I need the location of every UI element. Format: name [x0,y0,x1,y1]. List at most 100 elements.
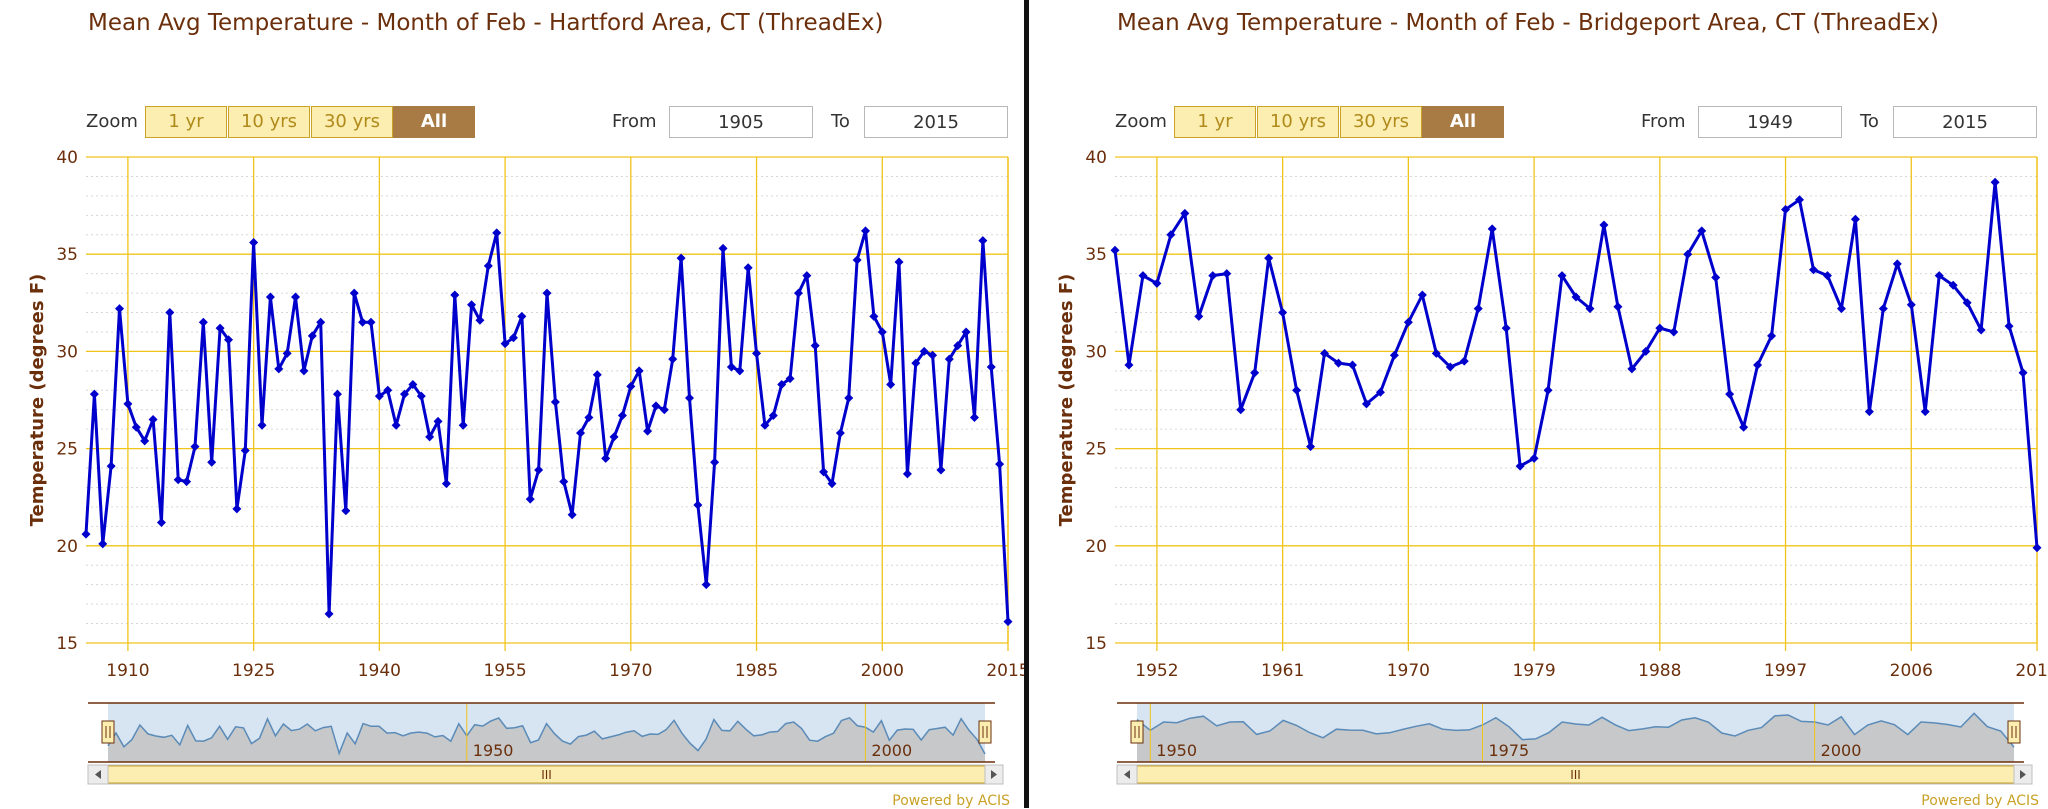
data-point[interactable] [1781,204,1791,214]
data-point[interactable] [1739,422,1749,432]
data-point[interactable] [257,420,267,430]
data-point[interactable] [182,477,192,487]
data-point[interactable] [265,292,275,302]
data-point[interactable] [1222,269,1232,279]
data-point[interactable] [1361,399,1371,409]
data-point[interactable] [316,317,326,327]
data-point[interactable] [1683,249,1693,259]
data-point[interactable] [332,389,342,399]
data-point[interactable] [1808,265,1818,275]
data-point[interactable] [433,416,443,426]
data-point[interactable] [643,426,653,436]
data-point[interactable] [190,442,200,452]
data-point[interactable] [1920,407,1930,417]
data-point[interactable] [1501,323,1511,333]
data-point[interactable] [1878,304,1888,314]
data-point[interactable] [559,477,569,487]
navigator-left-handle[interactable] [101,720,115,744]
data-point[interactable] [1962,298,1972,308]
data-point[interactable] [760,420,770,430]
data-point[interactable] [1515,461,1525,471]
data-point[interactable] [1389,350,1399,360]
zoom-30yrs-button[interactable]: 30 yrs [1340,106,1422,138]
data-point[interactable] [341,506,351,516]
data-point[interactable] [2032,543,2042,553]
data-point[interactable] [307,331,317,341]
data-point[interactable] [684,393,694,403]
data-point[interactable] [1250,368,1260,378]
from-date-input[interactable] [669,106,813,138]
data-point[interactable] [1850,214,1860,224]
data-point[interactable] [768,411,778,421]
data-point[interactable] [1613,302,1623,312]
data-point[interactable] [131,422,141,432]
data-point[interactable] [207,457,217,467]
data-point[interactable] [1934,271,1944,281]
data-point[interactable] [450,290,460,300]
data-point[interactable] [877,327,887,337]
to-date-input[interactable] [864,106,1008,138]
data-point[interactable] [1822,271,1832,281]
data-point[interactable] [106,461,116,471]
navigator-right-handle[interactable] [2007,720,2021,744]
data-point[interactable] [752,348,762,358]
to-date-input[interactable] [1893,106,2037,138]
zoom-10yrs-button[interactable]: 10 yrs [1257,106,1339,138]
data-point[interactable] [408,379,418,389]
data-point[interactable] [1306,442,1316,452]
data-point[interactable] [115,304,125,314]
data-point[interactable] [726,362,736,372]
data-point[interactable] [1264,253,1274,263]
data-point[interactable] [1003,617,1013,627]
data-point[interactable] [634,366,644,376]
data-point[interactable] [534,465,544,475]
data-point[interactable] [249,238,259,248]
data-point[interactable] [173,475,183,485]
data-point[interactable] [1124,360,1134,370]
data-point[interactable] [1292,385,1302,395]
data-point[interactable] [1487,224,1497,234]
data-point[interactable] [659,405,669,415]
data-point[interactable] [1697,226,1707,236]
data-point[interactable] [1571,292,1581,302]
data-point[interactable] [1669,327,1679,337]
data-point[interactable] [844,393,854,403]
data-point[interactable] [232,504,242,514]
data-point[interactable] [416,391,426,401]
data-point[interactable] [1208,271,1218,281]
data-point[interactable] [324,609,334,619]
data-point[interactable] [869,311,879,321]
data-point[interactable] [592,370,602,380]
data-point[interactable] [1459,356,1469,366]
data-point[interactable] [1948,280,1958,290]
data-point[interactable] [861,226,871,236]
data-point[interactable] [1990,177,2000,187]
data-point[interactable] [609,432,619,442]
data-point[interactable] [81,529,91,539]
data-point[interactable] [425,432,435,442]
data-point[interactable] [1138,271,1148,281]
data-point[interactable] [400,389,410,399]
data-point[interactable] [1166,230,1176,240]
data-point[interactable] [802,271,812,281]
data-point[interactable] [928,350,938,360]
data-point[interactable] [894,257,904,267]
data-point[interactable] [701,580,711,590]
data-point[interactable] [500,339,510,349]
data-point[interactable] [366,317,376,327]
data-point[interactable] [282,348,292,358]
data-point[interactable] [98,539,108,549]
data-point[interactable] [2004,321,2014,331]
zoom-30yrs-button[interactable]: 30 yrs [311,106,393,138]
data-point[interactable] [349,288,359,298]
data-point[interactable] [1627,364,1637,374]
data-point[interactable] [1543,385,1553,395]
data-point[interactable] [1836,304,1846,314]
data-point[interactable] [1375,387,1385,397]
data-point[interactable] [123,399,133,409]
data-point[interactable] [1711,273,1721,283]
data-point[interactable] [777,379,787,389]
data-point[interactable] [693,500,703,510]
data-point[interactable] [1795,195,1805,205]
data-point[interactable] [475,315,485,325]
